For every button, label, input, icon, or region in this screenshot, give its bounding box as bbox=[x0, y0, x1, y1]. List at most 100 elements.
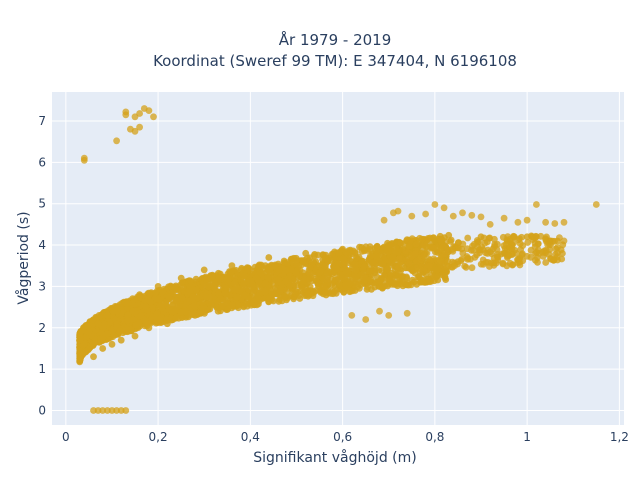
data-point bbox=[492, 259, 500, 267]
data-point bbox=[346, 280, 354, 288]
data-point bbox=[324, 278, 332, 286]
data-point bbox=[292, 269, 300, 277]
data-point bbox=[398, 273, 406, 280]
data-point bbox=[299, 258, 307, 266]
data-point bbox=[316, 269, 324, 277]
data-point bbox=[339, 245, 346, 253]
data-point bbox=[331, 288, 338, 295]
data-point bbox=[386, 275, 394, 283]
y-tick-label: 4 bbox=[38, 238, 46, 252]
data-point bbox=[372, 248, 380, 255]
data-point bbox=[290, 275, 297, 283]
data-point bbox=[283, 266, 290, 274]
y-tick-label: 5 bbox=[38, 197, 46, 211]
data-point bbox=[437, 235, 445, 243]
data-point bbox=[385, 241, 393, 249]
data-point bbox=[523, 252, 531, 260]
data-point bbox=[378, 276, 386, 283]
data-point bbox=[80, 349, 88, 356]
data-point bbox=[438, 271, 446, 279]
data-point bbox=[408, 235, 416, 243]
data-point bbox=[234, 301, 242, 309]
data-point bbox=[412, 240, 420, 248]
y-tick-label: 0 bbox=[38, 404, 46, 418]
data-point bbox=[165, 293, 173, 301]
data-point bbox=[508, 241, 516, 249]
y-tick-label: 7 bbox=[38, 114, 46, 128]
data-point bbox=[364, 283, 372, 291]
data-point bbox=[101, 320, 108, 328]
data-point bbox=[532, 256, 539, 264]
data-points bbox=[76, 105, 600, 414]
data-point bbox=[516, 240, 524, 248]
data-point bbox=[468, 264, 476, 272]
data-point bbox=[132, 321, 140, 329]
data-point bbox=[380, 216, 388, 224]
data-point bbox=[560, 218, 568, 226]
data-point bbox=[108, 340, 116, 348]
data-point bbox=[154, 283, 162, 290]
data-point bbox=[261, 279, 269, 287]
data-point bbox=[198, 299, 206, 307]
data-point bbox=[474, 243, 481, 251]
data-point bbox=[405, 243, 413, 250]
data-point bbox=[137, 312, 145, 319]
data-point bbox=[283, 291, 291, 299]
x-tick-label: 0 bbox=[62, 430, 70, 444]
data-point bbox=[272, 290, 280, 298]
data-point bbox=[89, 316, 97, 324]
x-tick-label: 1 bbox=[523, 430, 531, 444]
data-point bbox=[558, 255, 566, 263]
data-point bbox=[348, 312, 356, 319]
data-point bbox=[156, 315, 163, 323]
data-point bbox=[147, 298, 154, 306]
data-point bbox=[447, 236, 455, 244]
x-axis-ticks: 0 0,2 0,4 0,6 0,8 1 1,2 bbox=[62, 430, 629, 444]
data-point bbox=[360, 262, 368, 270]
data-point bbox=[464, 234, 472, 242]
x-axis-label: Signifikant våghöjd (m) bbox=[253, 449, 416, 466]
data-point bbox=[385, 312, 393, 319]
data-point bbox=[542, 259, 550, 266]
data-point bbox=[542, 218, 549, 226]
data-point bbox=[265, 254, 273, 261]
data-point bbox=[514, 218, 522, 226]
data-point bbox=[124, 311, 132, 319]
data-point bbox=[286, 282, 293, 290]
data-point bbox=[407, 281, 415, 289]
data-point bbox=[241, 272, 248, 280]
data-point bbox=[163, 320, 171, 328]
data-point bbox=[486, 221, 494, 228]
data-point bbox=[366, 243, 374, 251]
data-point bbox=[90, 353, 97, 361]
data-point bbox=[247, 277, 255, 284]
data-point bbox=[416, 234, 424, 242]
data-point bbox=[477, 233, 485, 241]
data-point bbox=[440, 204, 448, 212]
data-point bbox=[312, 275, 320, 283]
data-point bbox=[192, 286, 200, 294]
data-point bbox=[352, 272, 360, 280]
data-point bbox=[397, 239, 405, 247]
data-point bbox=[394, 207, 402, 215]
data-point bbox=[378, 260, 385, 268]
data-point bbox=[146, 290, 153, 298]
data-point bbox=[372, 252, 380, 260]
data-point bbox=[238, 266, 245, 273]
data-point bbox=[389, 253, 397, 261]
data-point bbox=[493, 246, 501, 253]
data-point bbox=[403, 309, 411, 317]
data-point bbox=[523, 216, 531, 224]
data-point bbox=[217, 295, 224, 303]
data-point bbox=[405, 260, 413, 267]
data-point bbox=[122, 299, 130, 307]
data-point bbox=[275, 297, 283, 305]
data-point bbox=[271, 262, 279, 270]
data-point bbox=[210, 282, 218, 290]
data-point bbox=[178, 314, 186, 321]
y-tick-label: 6 bbox=[38, 155, 46, 169]
data-point bbox=[346, 287, 354, 295]
data-point bbox=[297, 287, 305, 295]
data-point bbox=[397, 259, 404, 266]
